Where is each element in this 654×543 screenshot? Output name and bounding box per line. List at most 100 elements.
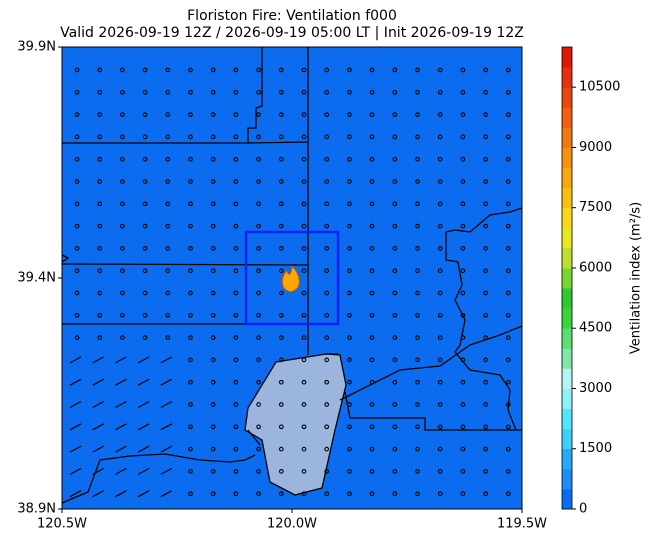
- calm-marker: [188, 424, 193, 430]
- wind-barb: [160, 467, 173, 475]
- calm-marker: [505, 223, 511, 229]
- calm-marker: [120, 134, 125, 140]
- calm-marker: [188, 89, 193, 95]
- wind-barb: [160, 378, 173, 386]
- calm-marker: [278, 201, 284, 207]
- calm-marker: [460, 424, 466, 430]
- calm-marker: [210, 134, 216, 140]
- calm-marker: [347, 223, 352, 229]
- colorbar-band: [562, 187, 572, 209]
- calm-marker: [301, 67, 307, 73]
- calm-marker: [74, 134, 80, 140]
- calm-marker: [120, 67, 125, 73]
- wind-barb: [137, 467, 150, 475]
- calm-marker: [437, 424, 443, 430]
- calm-marker: [278, 290, 284, 296]
- calm-marker: [392, 268, 398, 274]
- calm-marker: [256, 246, 261, 251]
- calm-marker: [437, 379, 443, 385]
- calm-marker: [483, 223, 488, 229]
- calm-marker: [210, 156, 216, 162]
- calm-marker: [324, 446, 330, 452]
- calm-marker: [369, 223, 375, 229]
- calm-marker: [188, 223, 193, 229]
- calm-marker: [301, 469, 307, 474]
- calm-marker: [142, 246, 148, 251]
- calm-marker: [188, 246, 193, 251]
- calm-marker: [415, 446, 420, 452]
- calm-marker: [392, 379, 398, 385]
- calm-marker: [256, 156, 261, 162]
- calm-marker: [437, 112, 443, 117]
- calm-marker: [369, 357, 375, 363]
- calm-marker: [347, 357, 352, 363]
- map: [61, 46, 523, 510]
- calm-marker: [188, 379, 193, 385]
- calm-marker: [460, 89, 466, 95]
- calm-marker: [233, 179, 239, 184]
- calm-marker: [392, 89, 398, 95]
- calm-marker: [142, 268, 148, 274]
- calm-marker: [97, 156, 103, 162]
- calm-marker: [369, 179, 375, 184]
- calm-marker: [369, 246, 375, 251]
- calm-marker: [460, 446, 466, 452]
- colorbar: 0 1500 3000 4500 6000 7500 9000 10500: [561, 46, 620, 517]
- calm-marker: [210, 268, 216, 274]
- calm-marker: [437, 446, 443, 452]
- calm-marker: [74, 268, 80, 274]
- wind-barb: [92, 423, 104, 431]
- calm-marker: [278, 446, 284, 452]
- calm-marker: [74, 89, 80, 95]
- calm-marker: [392, 312, 398, 318]
- calm-marker: [460, 357, 466, 363]
- calm-marker: [460, 335, 466, 340]
- calm-marker: [210, 335, 216, 340]
- colorbar-band: [562, 288, 572, 309]
- calm-marker: [256, 312, 261, 318]
- calm-marker: [74, 312, 80, 318]
- calm-marker: [460, 379, 466, 385]
- calm-marker: [415, 179, 420, 184]
- calm-marker: [97, 335, 103, 340]
- calm-marker: [301, 246, 307, 251]
- calm-marker: [505, 491, 511, 497]
- calm-marker: [460, 268, 466, 274]
- calm-marker: [256, 201, 261, 207]
- calm-marker: [278, 268, 284, 274]
- calm-marker: [210, 179, 216, 184]
- colorbar-band: [562, 348, 572, 369]
- calm-marker: [188, 357, 193, 363]
- calm-marker: [415, 424, 420, 430]
- calm-marker: [392, 424, 398, 430]
- calm-marker: [210, 112, 216, 117]
- calm-marker: [278, 379, 284, 385]
- calm-marker: [165, 179, 171, 184]
- calm-marker: [437, 335, 443, 340]
- calm-marker: [505, 268, 511, 274]
- calm-marker: [256, 357, 261, 363]
- calm-marker: [278, 335, 284, 340]
- calm-marker: [165, 67, 171, 73]
- calm-marker: [483, 446, 488, 452]
- calm-marker: [120, 112, 125, 117]
- calm-marker: [233, 357, 239, 363]
- calm-marker: [415, 112, 420, 117]
- calm-marker: [278, 112, 284, 117]
- calm-marker: [233, 134, 239, 140]
- calm-marker: [142, 223, 148, 229]
- calm-marker: [278, 223, 284, 229]
- calm-marker: [188, 469, 193, 474]
- calm-marker: [347, 268, 352, 274]
- calm-marker: [165, 223, 171, 229]
- wind-barb: [69, 445, 82, 453]
- colorbar-tick-label: 10500: [579, 80, 620, 95]
- calm-marker: [233, 402, 239, 407]
- calm-marker: [369, 402, 375, 407]
- calm-marker: [505, 335, 511, 340]
- colorbar-band: [562, 428, 572, 450]
- calm-marker: [392, 112, 398, 117]
- colorbar-band: [562, 448, 572, 470]
- calm-marker: [483, 379, 488, 385]
- calm-marker: [483, 246, 488, 251]
